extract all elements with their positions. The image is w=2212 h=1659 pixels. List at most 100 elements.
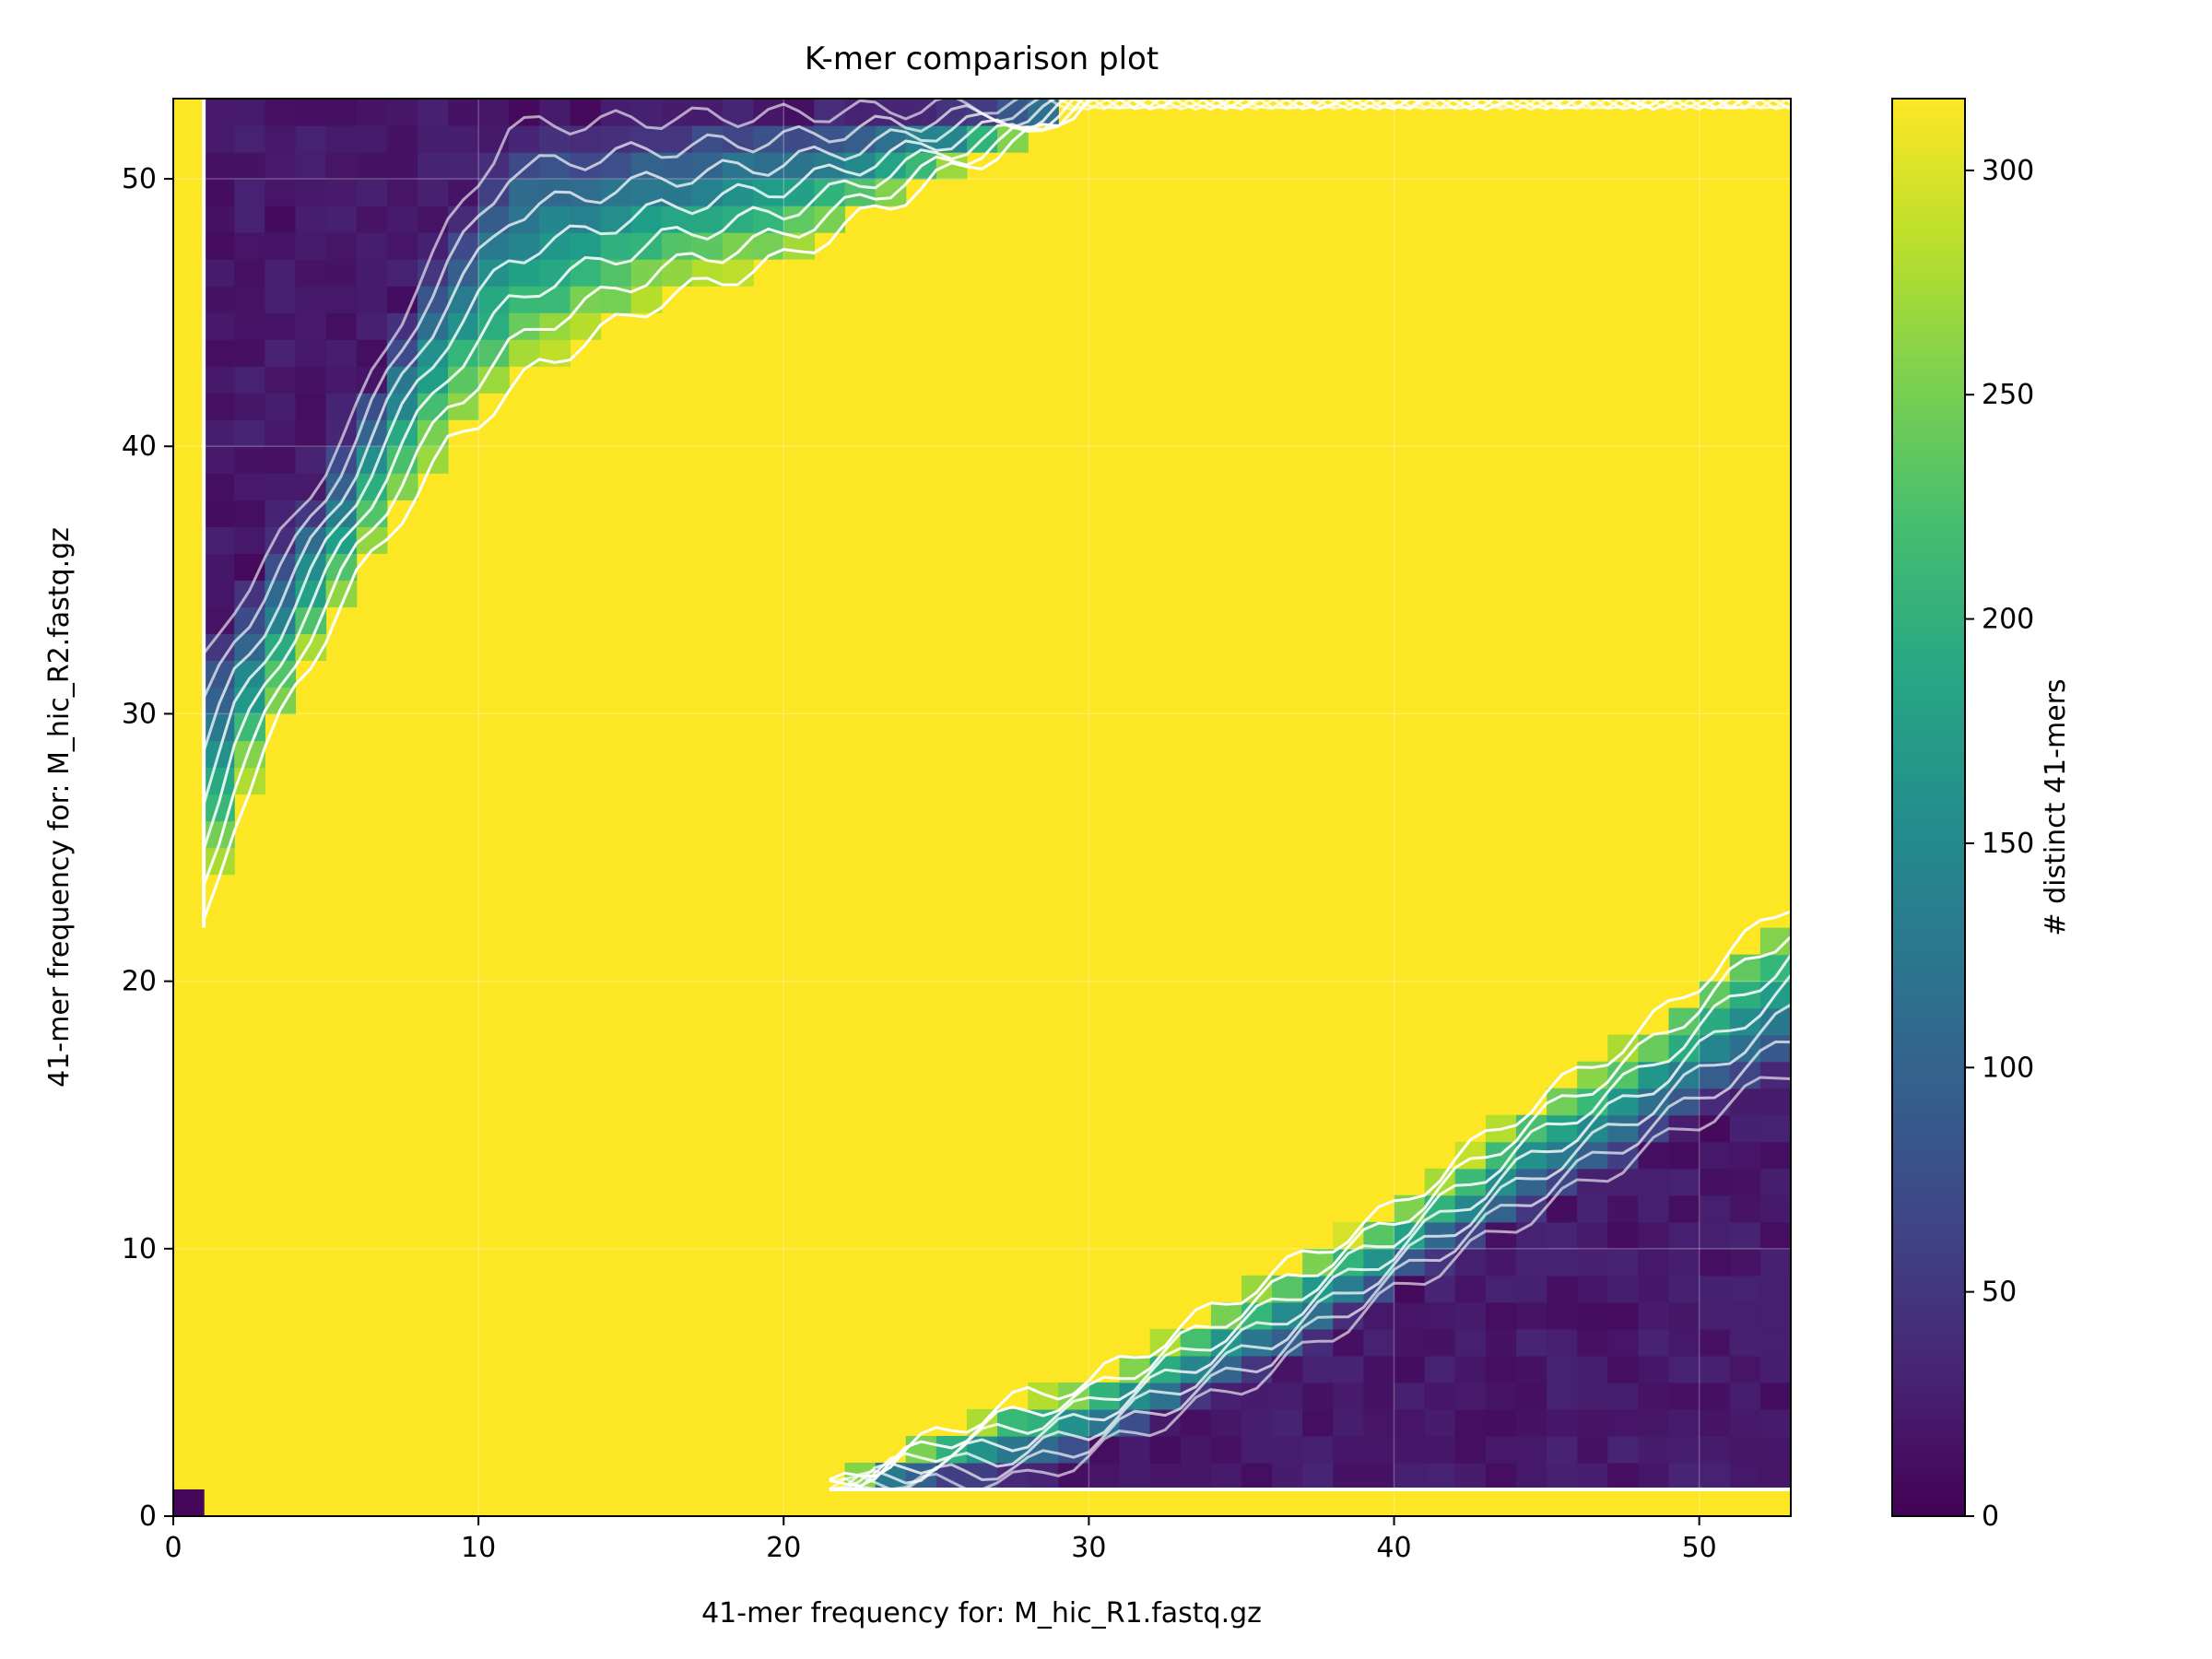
- heatmap-cell: [356, 206, 388, 233]
- heatmap-cell: [417, 99, 449, 126]
- heatmap-cell: [1638, 1168, 1670, 1196]
- heatmap-cell: [1668, 1462, 1700, 1490]
- heatmap-cell: [1759, 1088, 1791, 1116]
- heatmap-cell: [1577, 1248, 1608, 1277]
- heatmap-cell: [1547, 1221, 1578, 1250]
- heatmap-cell: [723, 152, 754, 180]
- contour-lines: [202, 99, 1791, 1491]
- heatmap-cell: [1333, 1408, 1365, 1437]
- heatmap-cell: [691, 99, 724, 126]
- heatmap-cell: [1515, 1435, 1547, 1464]
- heatmap-cell: [417, 152, 449, 180]
- heatmap-cell: [1180, 1355, 1212, 1383]
- heatmap-cell: [1210, 1408, 1242, 1437]
- heatmap-cell: [1454, 1408, 1487, 1437]
- colorbar-tick-label: 250: [1982, 379, 2034, 411]
- colorbar-tick-label: 0: [1982, 1500, 1999, 1533]
- heatmap-cell: [386, 179, 418, 206]
- x-tick-label: 10: [461, 1532, 496, 1564]
- heatmap-cell: [386, 152, 418, 180]
- heatmap-cell: [204, 179, 235, 206]
- heatmap-cell: [295, 179, 327, 206]
- heatmap-cell: [1699, 1408, 1731, 1437]
- heatmap-cell: [234, 232, 265, 260]
- heatmap-cell: [1454, 1382, 1487, 1410]
- heatmap-cell: [1485, 1435, 1517, 1464]
- heatmap-cell: [1515, 1168, 1547, 1196]
- heatmap-cell: [1028, 1382, 1059, 1410]
- heatmap-cell: [1424, 1408, 1456, 1437]
- heatmap-cell: [1638, 1194, 1670, 1223]
- heatmap-cell: [1333, 1435, 1365, 1464]
- heatmap-cell: [265, 312, 297, 340]
- heatmap-cell: [723, 232, 754, 260]
- heatmap-cell: [1577, 1328, 1608, 1357]
- heatmap-cell: [1302, 1408, 1334, 1437]
- heatmap-cell: [570, 259, 602, 287]
- heatmap-cell: [234, 259, 265, 287]
- heatmap-cell: [1607, 1194, 1640, 1223]
- x-tick-label: 30: [1071, 1532, 1106, 1564]
- heatmap-cell: [1485, 1301, 1517, 1330]
- heatmap-cell: [1485, 1382, 1517, 1410]
- heatmap-cell: [417, 179, 449, 206]
- heatmap-cell: [1272, 1408, 1303, 1437]
- heatmap-cell: [1638, 1221, 1670, 1250]
- heatmap-cell: [691, 206, 724, 233]
- heatmap-cell: [1485, 1462, 1517, 1490]
- heatmap-cell: [1515, 1275, 1547, 1303]
- heatmap-cell: [325, 286, 358, 313]
- heatmap-cell: [265, 259, 297, 287]
- contour-line: [829, 974, 1791, 1491]
- heatmap-cell: [1699, 1355, 1731, 1383]
- heatmap-cell: [1607, 1114, 1640, 1143]
- heatmap-cell: [753, 179, 784, 206]
- heatmap-cell: [234, 286, 265, 313]
- heatmap-cell: [234, 446, 265, 474]
- heatmap-cell: [1699, 1141, 1731, 1170]
- contour-line: [202, 99, 1777, 699]
- heatmap-cell: [1241, 1328, 1273, 1357]
- heatmap-cell: [509, 99, 540, 126]
- heatmap-cell: [1424, 1355, 1456, 1383]
- heatmap-cell: [325, 366, 358, 394]
- heatmap-cell: [1547, 1382, 1578, 1410]
- heatmap-cell: [234, 366, 265, 394]
- heatmap-cell: [325, 152, 358, 180]
- heatmap-cell: [1363, 1435, 1395, 1464]
- heatmap-cell: [1577, 1435, 1608, 1464]
- heatmap-cell: [1272, 1435, 1303, 1464]
- heatmap-cell: [1272, 1462, 1303, 1490]
- heatmap-cell: [386, 99, 418, 126]
- heatmap-cell: [234, 152, 265, 180]
- heatmap-cell: [265, 446, 297, 474]
- heatmap-cell: [356, 312, 388, 340]
- heatmap-cell: [448, 339, 479, 367]
- heatmap-cell: [1607, 1355, 1640, 1383]
- heatmap-cell: [1577, 1275, 1608, 1303]
- heatmap-cell: [1302, 1462, 1334, 1490]
- heatmap-cell: [417, 366, 449, 394]
- heatmap-cell: [1729, 1462, 1761, 1490]
- heatmap-cell: [234, 206, 265, 233]
- heatmap-cell: [1515, 1408, 1547, 1437]
- heatmap-cell: [1699, 1328, 1731, 1357]
- heatmap-cell: [570, 232, 602, 260]
- heatmap-cell: [356, 152, 388, 180]
- heatmap-cell: [723, 179, 754, 206]
- heatmap-cell: [478, 99, 510, 126]
- heatmap-cell: [1485, 1408, 1517, 1437]
- heatmap-cell: [1729, 1355, 1761, 1383]
- heatmap-cell: [386, 393, 418, 420]
- heatmap-cell: [1759, 1221, 1791, 1250]
- heatmap-cell: [570, 206, 602, 233]
- heatmap-cell: [1699, 1194, 1731, 1223]
- heatmap-cell: [1180, 1462, 1212, 1490]
- heatmap-cell: [1454, 1275, 1487, 1303]
- heatmap-cell: [844, 99, 877, 126]
- heatmap-cell: [234, 125, 265, 153]
- heatmap-cell: [204, 259, 235, 287]
- heatmap-cell: [204, 526, 235, 554]
- contour-line: [829, 935, 1791, 1488]
- heatmap-cell: [1638, 1034, 1670, 1063]
